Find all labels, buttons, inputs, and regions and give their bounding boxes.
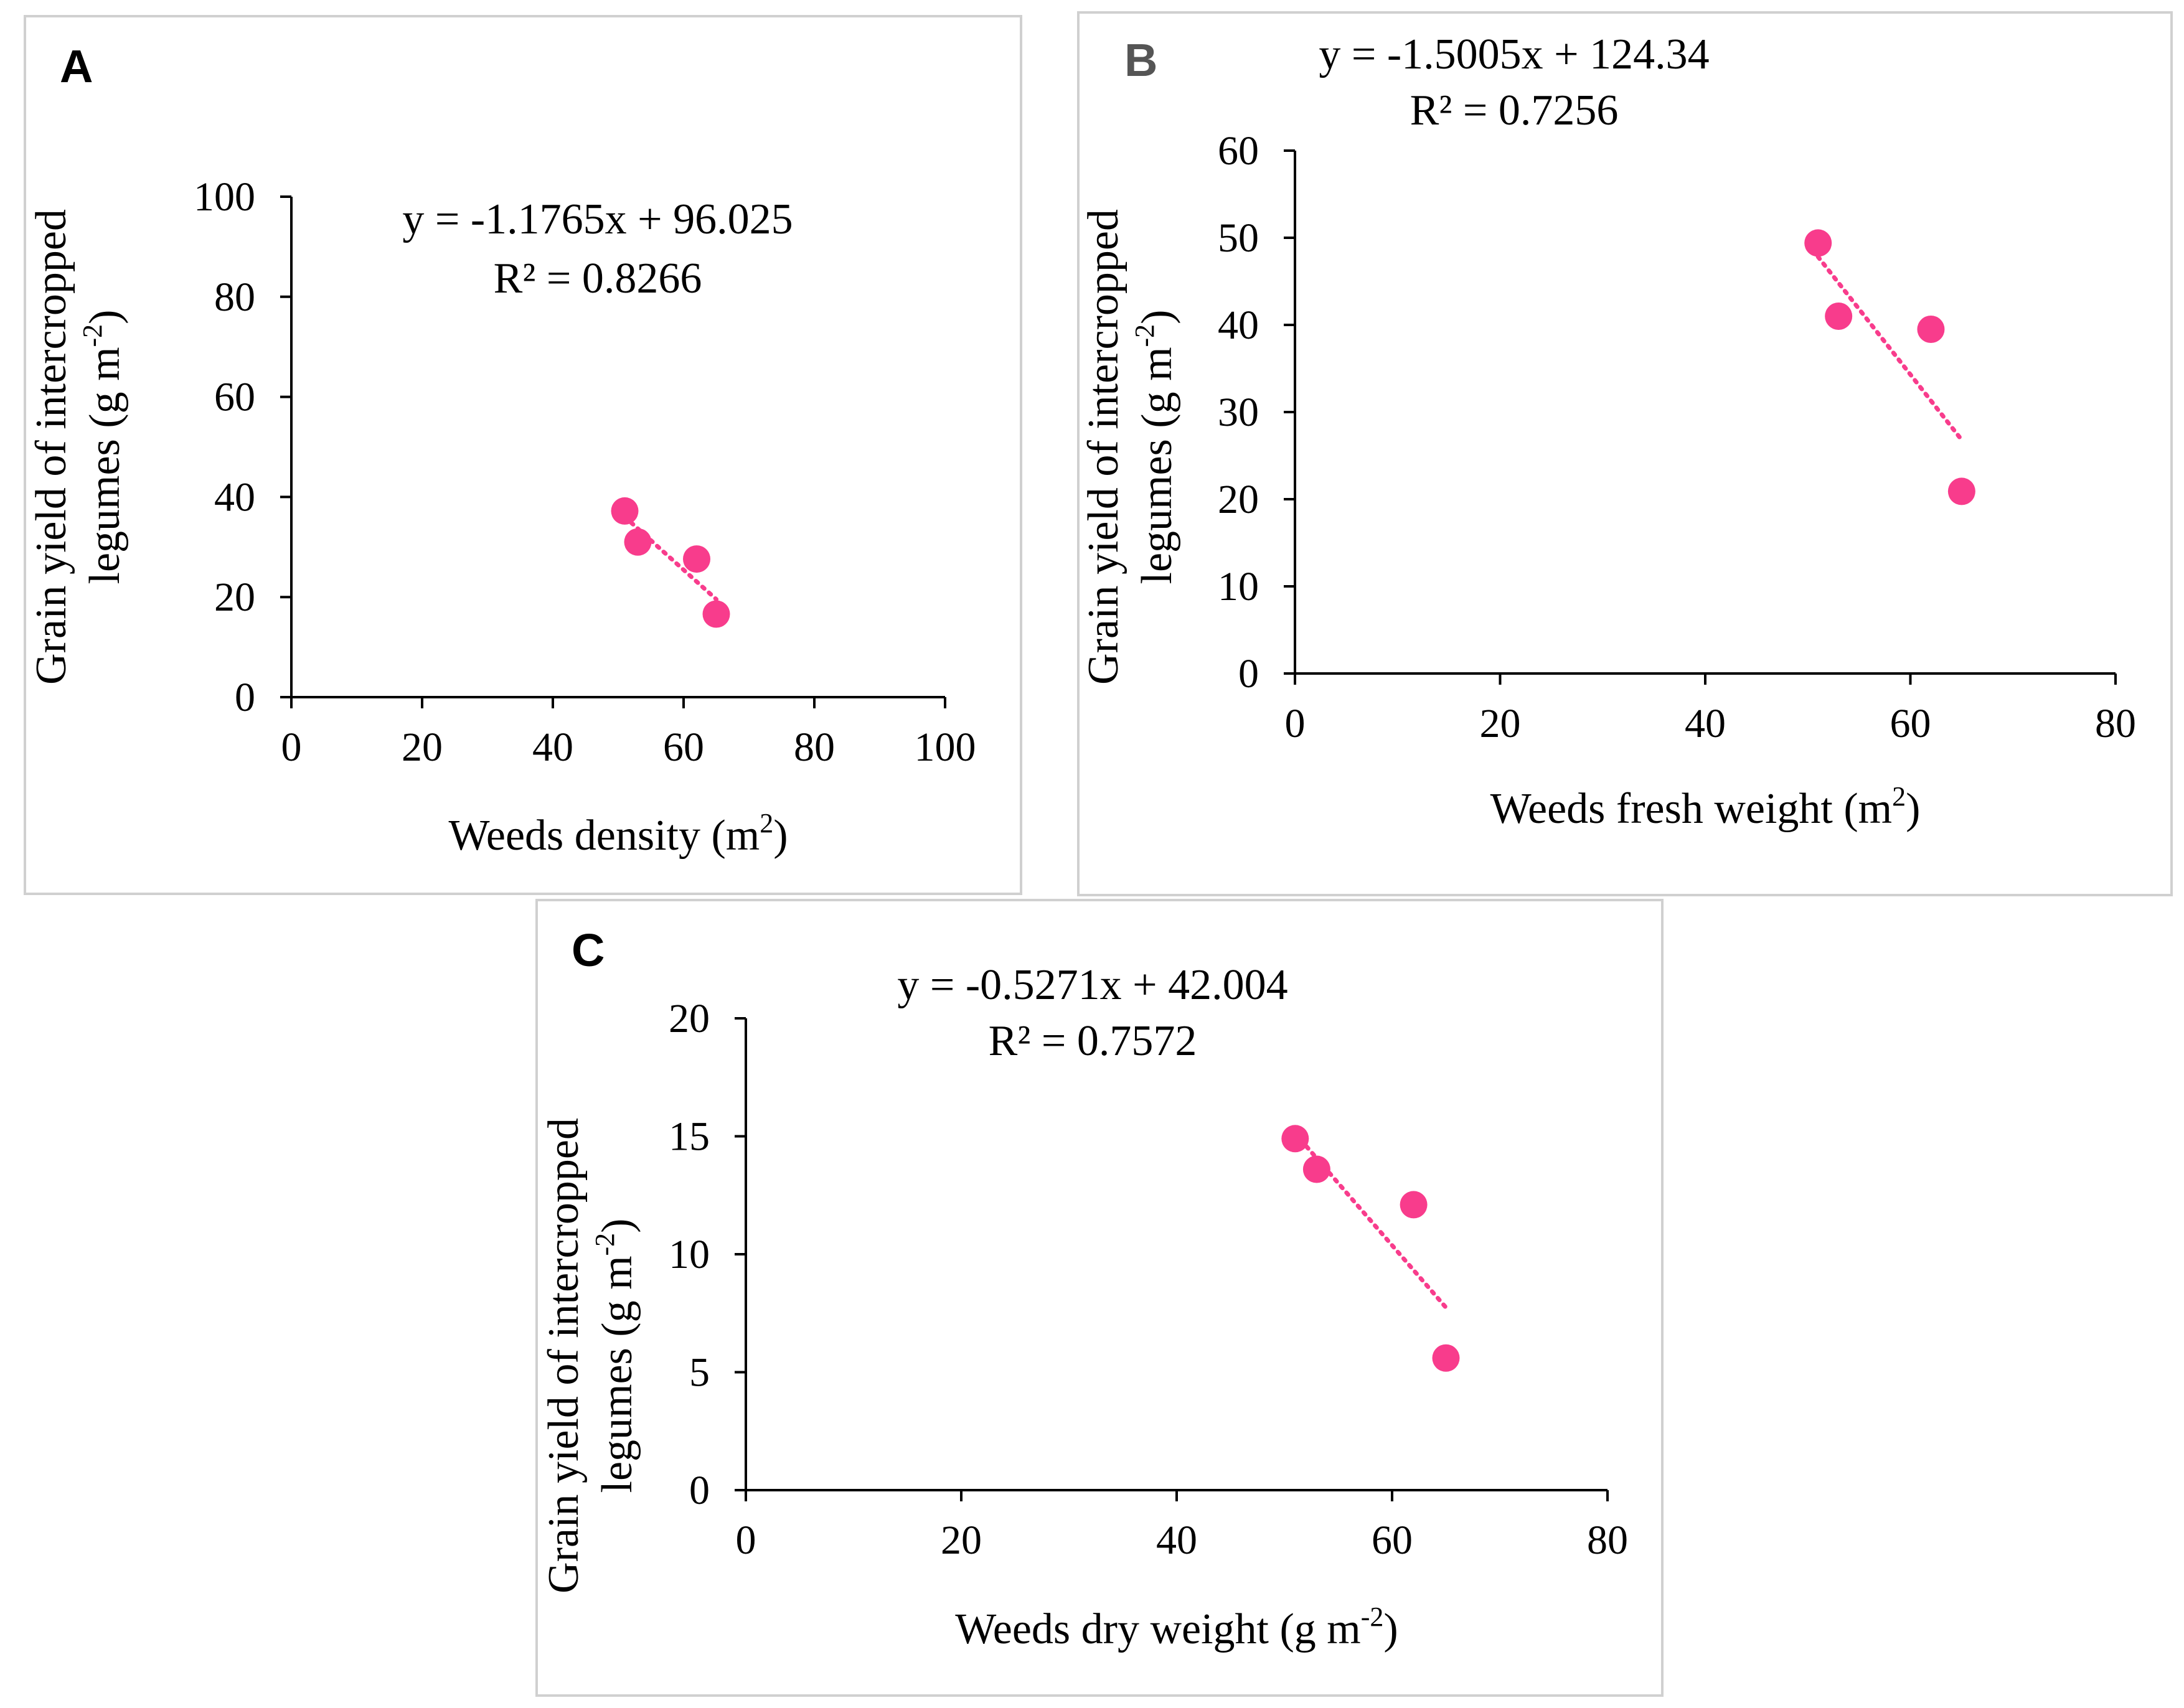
panel-c-frame bbox=[535, 899, 1664, 1697]
x-axis-title-tail: ) bbox=[1383, 1605, 1398, 1653]
y-axis-title: Grain yield of intercropped legumes (g m-… bbox=[27, 209, 129, 685]
y-tick-label: 20 bbox=[1218, 477, 1259, 522]
y-axis-title-line-2: legumes (g m-2) bbox=[77, 309, 129, 584]
panel-a-letter: A bbox=[60, 40, 93, 92]
y-tick-label: 60 bbox=[214, 375, 255, 420]
x-tick-label: 80 bbox=[794, 725, 835, 770]
data-point bbox=[702, 600, 730, 628]
panel-b-letter: B bbox=[1124, 34, 1157, 86]
x-tick-label: 20 bbox=[402, 725, 443, 770]
x-axis-title-main: Weeds fresh weight (m bbox=[1490, 785, 1893, 833]
data-point bbox=[1281, 1125, 1309, 1153]
x-tick-label: 0 bbox=[281, 725, 302, 770]
x-tick-label: 0 bbox=[736, 1518, 756, 1563]
x-tick-label: 100 bbox=[915, 725, 976, 770]
y-tick-label: 50 bbox=[1218, 215, 1259, 261]
y-axis-title-line-1: Grain yield of intercropped bbox=[1080, 209, 1127, 685]
y-tick-label: 60 bbox=[1218, 128, 1259, 174]
data-point bbox=[683, 545, 710, 573]
x-tick-label: 40 bbox=[1685, 701, 1726, 746]
data-point bbox=[1825, 303, 1853, 330]
data-point bbox=[1917, 316, 1945, 343]
regression-equation: y = -1.5005x + 124.34 bbox=[1319, 30, 1709, 78]
chart-panel-a: 0 20 40 60 80 100 0 20 40 60 80 100 y = -1.1765x + 9… bbox=[27, 174, 976, 860]
y-axis-title-line-1: Grain yield of intercropped bbox=[540, 1118, 588, 1593]
regression-equation: y = -0.5271x + 42.004 bbox=[897, 961, 1287, 1009]
y-axis-title-tail: ) bbox=[593, 1218, 641, 1232]
panel-a-frame bbox=[24, 15, 1022, 895]
y-axis-title: Grain yield of intercropped legumes (g m-… bbox=[540, 1118, 641, 1593]
x-axis-title-superscript: -2 bbox=[1361, 1602, 1384, 1632]
r-squared: R² = 0.8266 bbox=[494, 255, 702, 303]
y-axis-title-line-2: legumes (g m-2) bbox=[590, 1218, 641, 1493]
y-axis-title-line-1: Grain yield of intercropped bbox=[27, 209, 75, 685]
r-squared: R² = 0.7572 bbox=[989, 1017, 1197, 1065]
chart-panel-c: 0 20 40 60 80 0 5 10 15 20 y = -0.5271x + 42.004 R²… bbox=[540, 961, 1628, 1653]
y-axis-title-tail: ) bbox=[1133, 309, 1181, 324]
x-tick-label: 40 bbox=[532, 725, 573, 770]
y-tick-label: 0 bbox=[235, 675, 255, 720]
y-tick-label: 40 bbox=[214, 474, 255, 520]
regression-equation: y = -1.1765x + 96.025 bbox=[402, 195, 793, 243]
y-axis-title-line-2: legumes (g m-2) bbox=[1129, 309, 1181, 584]
trendline bbox=[1815, 255, 1964, 443]
y-axis-title-line-2-main: legumes (g m bbox=[1133, 347, 1181, 584]
y-tick-label: 100 bbox=[194, 174, 255, 220]
x-axis-title: Weeds density (m2) bbox=[448, 808, 788, 860]
y-axis-title-line-2-main: legumes (g m bbox=[593, 1255, 641, 1493]
data-point bbox=[624, 528, 652, 556]
y-axis-title-superscript: -2 bbox=[590, 1233, 620, 1256]
x-axis-title-main: Weeds dry weight (g m bbox=[955, 1605, 1360, 1653]
y-axis-title: Grain yield of intercropped legumes (g m-… bbox=[1080, 209, 1181, 685]
x-tick-label: 40 bbox=[1156, 1518, 1197, 1563]
y-tick-label: 40 bbox=[1218, 303, 1259, 348]
y-tick-label: 30 bbox=[1218, 390, 1259, 435]
y-tick-label: 10 bbox=[1218, 564, 1259, 609]
data-point bbox=[1804, 229, 1832, 257]
x-tick-label: 0 bbox=[1285, 701, 1306, 746]
y-axis-title-tail: ) bbox=[81, 309, 129, 324]
y-tick-label: 5 bbox=[689, 1350, 710, 1396]
x-axis-title-main: Weeds density (m bbox=[448, 812, 760, 860]
panel-b-frame bbox=[1077, 11, 2173, 896]
y-tick-label: 20 bbox=[214, 575, 255, 620]
y-tick-label: 0 bbox=[1238, 651, 1259, 697]
y-tick-label: 15 bbox=[669, 1114, 710, 1160]
x-tick-label: 20 bbox=[941, 1518, 982, 1563]
y-axis-title-line-2-main: legumes (g m bbox=[81, 347, 129, 584]
y-tick-label: 80 bbox=[214, 274, 255, 320]
x-axis-title: Weeds fresh weight (m2) bbox=[1490, 781, 1921, 833]
x-axis-title-superscript: 2 bbox=[1892, 781, 1906, 812]
x-tick-label: 80 bbox=[1587, 1518, 1628, 1563]
x-tick-label: 80 bbox=[2095, 701, 2136, 746]
x-axis-title: Weeds dry weight (g m-2) bbox=[955, 1602, 1398, 1653]
x-axis-title-tail: ) bbox=[1906, 785, 1920, 833]
data-point bbox=[1432, 1344, 1460, 1372]
data-point bbox=[1400, 1191, 1428, 1219]
x-tick-label: 60 bbox=[1372, 1518, 1413, 1563]
y-tick-label: 20 bbox=[669, 996, 710, 1041]
y-axis-title-superscript: -2 bbox=[1129, 324, 1160, 347]
panel-c-letter: C bbox=[572, 924, 605, 976]
x-tick-label: 60 bbox=[663, 725, 704, 770]
y-axis-title-superscript: -2 bbox=[77, 324, 108, 347]
x-tick-label: 20 bbox=[1480, 701, 1521, 746]
data-point bbox=[611, 497, 639, 525]
data-point bbox=[1947, 477, 1975, 505]
x-axis-title-superscript: 2 bbox=[760, 808, 773, 838]
data-point bbox=[1302, 1155, 1330, 1183]
chart-panel-b: 0 20 40 60 80 0 10 20 30 40 50 60 y = -1.5005x + 124… bbox=[1080, 30, 2136, 833]
x-tick-label: 60 bbox=[1890, 701, 1931, 746]
y-tick-label: 10 bbox=[669, 1232, 710, 1277]
y-tick-label: 0 bbox=[689, 1468, 710, 1513]
x-axis-title-tail: ) bbox=[773, 812, 788, 860]
r-squared: R² = 0.7256 bbox=[1410, 87, 1619, 134]
